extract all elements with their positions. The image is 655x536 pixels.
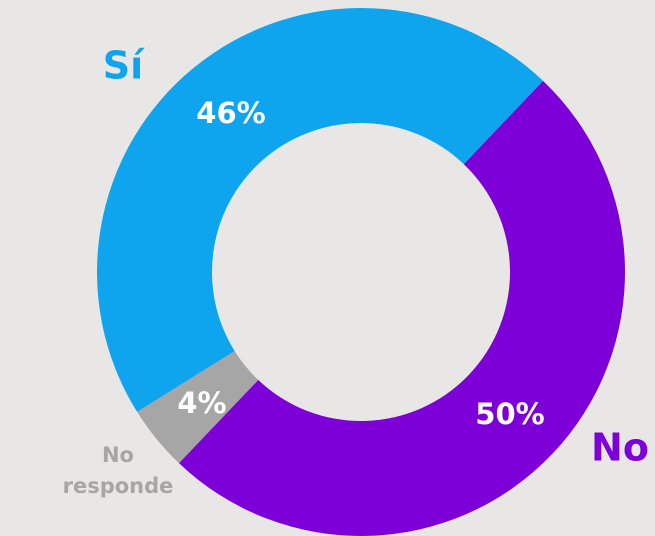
value-label: 46% bbox=[196, 96, 265, 130]
donut-slice bbox=[97, 8, 544, 412]
category-label: No bbox=[591, 426, 649, 470]
value-label: 4% bbox=[177, 386, 226, 420]
value-label: 50% bbox=[475, 397, 544, 431]
category-label-box: No responde bbox=[62, 443, 174, 498]
category-label: No responde bbox=[62, 443, 174, 498]
donut-slice bbox=[137, 350, 259, 464]
donut-slice bbox=[178, 80, 626, 536]
category-label: Sí bbox=[103, 44, 145, 88]
